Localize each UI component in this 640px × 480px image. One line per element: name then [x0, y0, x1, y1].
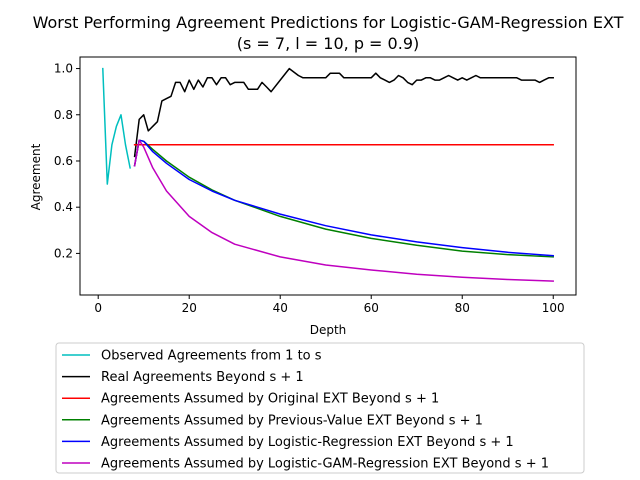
legend-label-agreements-assumed-by-previous-value-ext-beyond-s-1: Agreements Assumed by Previous-Value EXT… — [101, 413, 483, 428]
plot-frame — [79, 56, 577, 296]
series-line-agreements-assumed-by-previous-value-ext-beyond-s-1 — [133, 139, 554, 258]
y-tick-label: 1.0 — [54, 62, 73, 76]
series-line-agreements-assumed-by-logistic-regression-ext-beyond-s-1 — [133, 139, 555, 257]
legend-label-agreements-assumed-by-original-ext-beyond-s-1: Agreements Assumed by Original EXT Beyon… — [101, 392, 439, 407]
x-tick-label: 0 — [94, 301, 102, 315]
legend-box — [55, 342, 585, 474]
legend-label-agreements-assumed-by-logistic-regression-ext-beyond-s-1: Agreements Assumed by Logistic-Regressio… — [101, 435, 514, 450]
series-line-observed-agreements-from-1-to-s — [102, 67, 131, 185]
chart-title: Worst Performing Agreement Predictions f… — [33, 13, 624, 32]
y-tick-label: 0.4 — [54, 200, 73, 214]
x-tick-label: 60 — [364, 301, 379, 315]
y-tick-label: 0.8 — [54, 108, 73, 122]
legend: Observed Agreements from 1 to s Real Agre… — [55, 342, 585, 474]
series-layer — [102, 67, 555, 282]
chart-subtitle: (s = 7, l = 10, p = 0.9) — [237, 34, 419, 53]
x-tick-label: 20 — [182, 301, 197, 315]
x-axis-label: Depth — [310, 323, 347, 337]
y-axis-label: Agreement — [29, 143, 43, 210]
series-line-agreements-assumed-by-logistic-gam-regression-ext-beyond-s-1 — [133, 139, 554, 282]
x-tick-label: 40 — [273, 301, 288, 315]
x-tick-label: 100 — [542, 301, 565, 315]
x-tick-label: 80 — [455, 301, 470, 315]
axes-layer: 0 20 40 60 80 100 0.2 0.4 0.6 0.8 1.0 — [54, 56, 577, 315]
legend-label-agreements-assumed-by-logistic-gam-regression-ext-beyond-s-1: Agreements Assumed by Logistic-GAM-Regre… — [101, 457, 549, 472]
y-tick-label: 0.6 — [54, 154, 73, 168]
legend-label-real-agreements-beyond-s-1: Real Agreements Beyond s + 1 — [101, 370, 304, 385]
legend-label-observed-agreements-from-1-to-s: Observed Agreements from 1 to s — [101, 349, 322, 364]
y-tick-label: 0.2 — [54, 246, 73, 260]
series-line-real-agreements-beyond-s-1 — [133, 67, 554, 158]
